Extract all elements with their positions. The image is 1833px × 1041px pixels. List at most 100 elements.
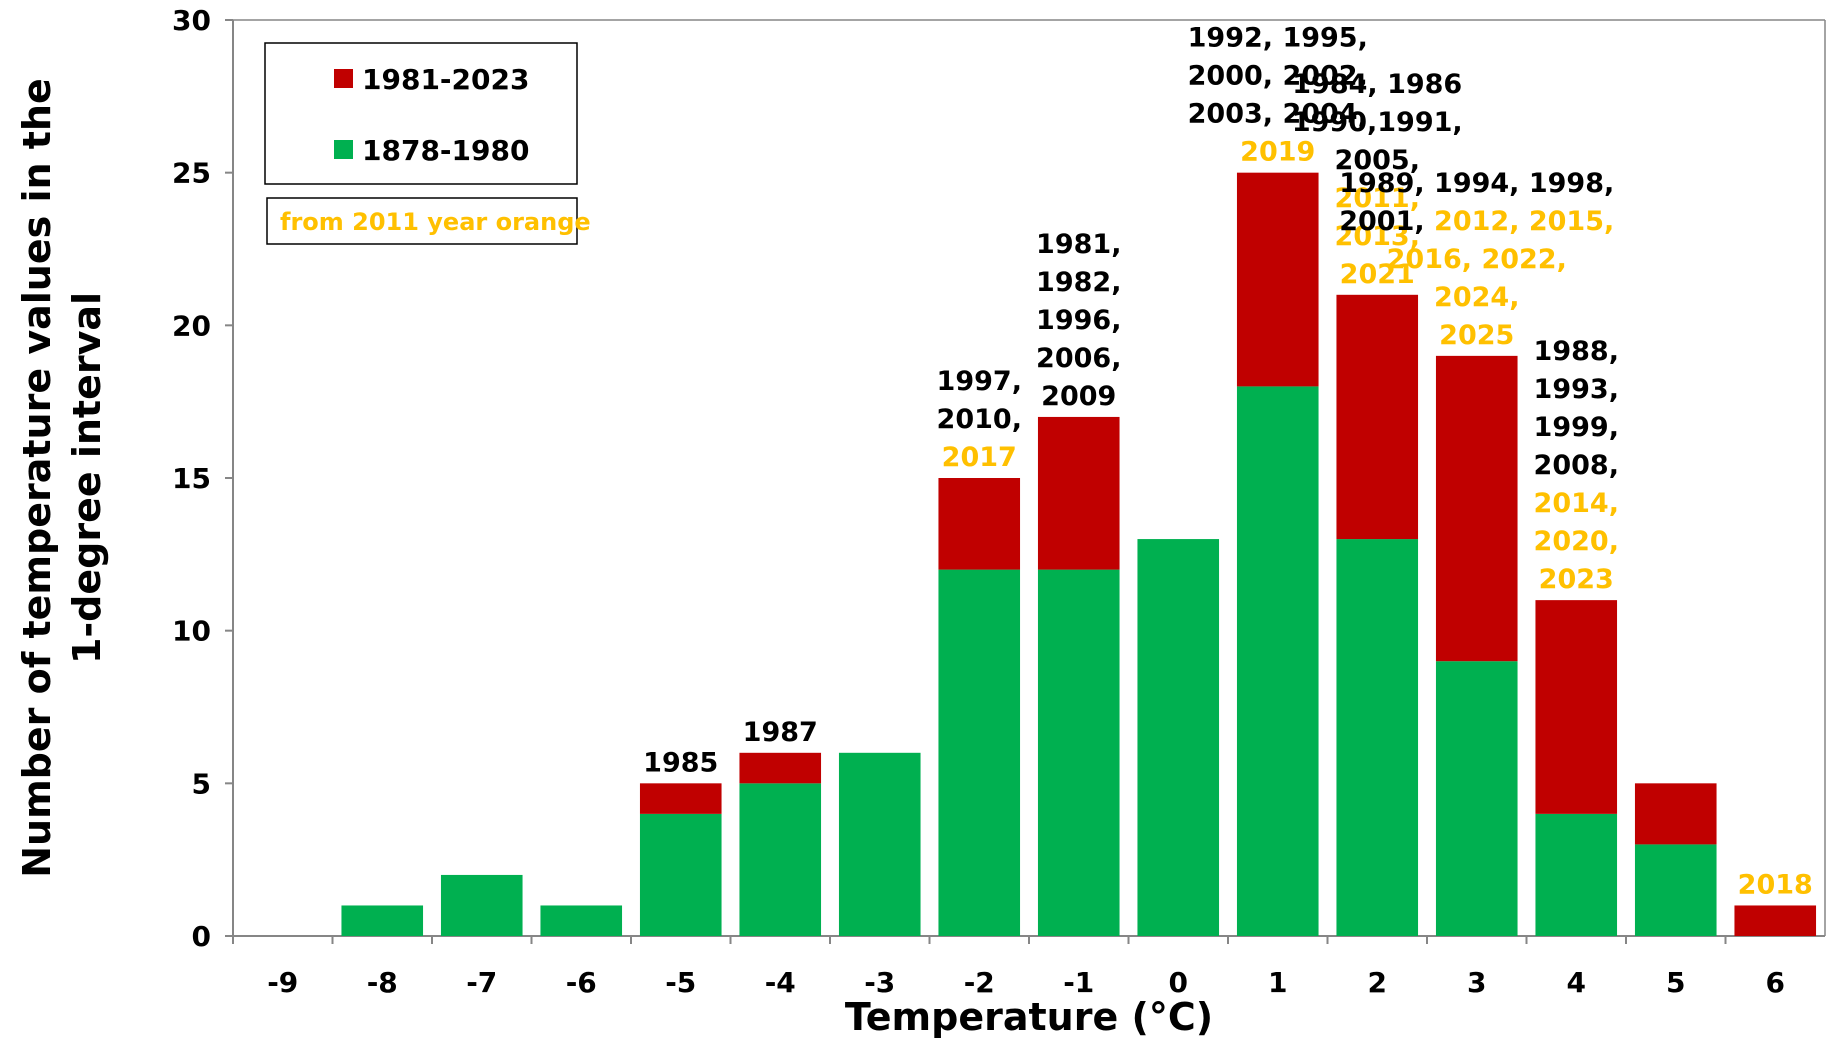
bar-recent-6: [1734, 905, 1817, 936]
x-tick-label: -7: [466, 966, 497, 999]
bar-older--4: [739, 783, 822, 936]
bar-recent--5: [639, 783, 722, 814]
y-axis-title: Number of temperature values in the 1-de…: [15, 78, 109, 878]
annotation-line: 2003, 2004,: [1188, 99, 1368, 130]
y-tick-label: 5: [192, 767, 211, 800]
x-tick-label: -5: [665, 966, 696, 999]
x-tick-label: 3: [1467, 966, 1486, 999]
bar-older--5: [639, 813, 722, 936]
bar-older-2: [1336, 539, 1419, 936]
highlight-note-text: from 2011 year orange: [280, 208, 591, 236]
annotation-2: 1984, 1986 1990,1991, 2005, 2011, 2013, 2021: [1292, 69, 1463, 290]
y-axis-title-line-1: Number of temperature values in the: [15, 78, 59, 878]
bar-older-1: [1236, 386, 1319, 936]
annotation--1: 1981, 1982, 1996, 2006, 2009: [1036, 229, 1121, 412]
y-tick-label: 0: [192, 920, 211, 953]
annotation--2: 1997, 2010, 2017: [937, 366, 1022, 473]
annotation-line: 1984, 1986: [1292, 69, 1462, 100]
bar-older--8: [341, 905, 424, 936]
y-tick-label: 30: [172, 4, 211, 37]
annotation-4: 1988, 1993, 1999, 2008, 2014, 2020, 2023: [1534, 336, 1619, 595]
y-tick-label: 25: [172, 157, 211, 190]
legend-swatch-older: [334, 140, 353, 159]
bar-older-5: [1634, 844, 1717, 936]
x-tick-label: 4: [1567, 966, 1586, 999]
bar-older--1: [1037, 569, 1120, 936]
annotation--4: 1987: [743, 717, 818, 748]
bars-group: [341, 172, 1817, 936]
annotation-line: 1989, 1994, 1998,: [1339, 168, 1614, 199]
y-tick-labels: 0 5 10 15 20 25 30: [172, 4, 233, 953]
bar-recent-3: [1435, 355, 1518, 662]
annotation-line: 1981,: [1036, 229, 1121, 260]
bar-recent-4: [1535, 600, 1618, 814]
annotation-line: 2012, 2015,: [1434, 206, 1614, 237]
bar-recent-5: [1634, 783, 1717, 845]
annotation-line: 2021: [1340, 259, 1415, 290]
x-tick-label: -2: [964, 966, 995, 999]
annotation-line: 2023: [1539, 564, 1614, 595]
year-annotations: 1985 1987 1997, 2010, 2017 1981, 1982, 1996, 200…: [643, 23, 1813, 901]
x-tick-label: -1: [1063, 966, 1094, 999]
bar-recent-2: [1336, 294, 1419, 540]
legend-box: [264, 42, 578, 185]
bar-older-3: [1435, 661, 1518, 936]
x-tick-label: -9: [267, 966, 298, 999]
y-tick-label: 10: [172, 615, 211, 648]
bar-recent--4: [739, 752, 822, 784]
legend: 1981-2023 1878-1980: [264, 42, 578, 185]
legend-swatch-recent: [334, 69, 353, 88]
highlight-note-box: [266, 197, 578, 245]
annotation-3: 1989, 1994, 1998, 2001, 2012, 2015, 2016, …: [1339, 168, 1614, 351]
x-tick-label: -6: [566, 966, 597, 999]
bar-recent-1: [1236, 172, 1319, 387]
bar-recent--1: [1037, 416, 1120, 570]
highlight-note: from 2011 year orange: [266, 197, 591, 245]
x-tick-label: 5: [1666, 966, 1685, 999]
legend-label-recent: 1981-2023: [362, 63, 529, 96]
bar-older--3: [838, 752, 921, 936]
annotation-6: 2018: [1738, 869, 1813, 900]
x-tick-label: 2: [1368, 966, 1387, 999]
annotation-line: 2005,: [1335, 145, 1420, 176]
annotation--5: 1985: [643, 747, 718, 778]
annotation-line: 2024,: [1434, 282, 1519, 313]
annotation-line: 1987: [743, 717, 818, 748]
bar-older-4: [1535, 813, 1618, 936]
annotation-line: 2020,: [1534, 526, 1619, 557]
annotation-line: 2011,: [1335, 183, 1420, 214]
annotation-line: 2010,: [937, 404, 1022, 435]
annotation-line: 2001,: [1339, 206, 1434, 237]
annotation-line: 1988,: [1534, 336, 1619, 367]
annotation-line: 1985: [643, 747, 718, 778]
annotation-line: 2000, 2002,: [1188, 61, 1368, 92]
annotation-line: 2019: [1240, 137, 1315, 168]
y-tick-label: 15: [172, 462, 211, 495]
legend-label-older: 1878-1980: [362, 134, 529, 167]
annotation-line: 2006,: [1036, 343, 1121, 374]
annotation-line: 1993,: [1534, 374, 1619, 405]
x-tick-labels: -9 -8 -7 -6 -5 -4 -3 -2 -1 0 1 2 3 4 5 6: [232, 936, 1785, 999]
annotation-line: 2016, 2022,: [1387, 244, 1567, 275]
annotation-line: 2008,: [1534, 450, 1619, 481]
x-tick-label: 1: [1268, 966, 1287, 999]
annotation-line: 2017: [942, 442, 1017, 473]
annotation-line: 2009: [1041, 381, 1116, 412]
y-tick-label: 20: [172, 309, 211, 342]
y-axis-title-line-2: 1-degree interval: [65, 292, 109, 664]
annotation-1: 1992, 1995, 2000, 2002, 2003, 2004, 2019: [1188, 23, 1368, 168]
annotation-line: 1999,: [1534, 412, 1619, 443]
annotation-line: 1996,: [1036, 305, 1121, 336]
annotation-line: 1992, 1995,: [1188, 23, 1368, 54]
annotation-line: 2014,: [1534, 488, 1619, 519]
x-tick-label: 0: [1169, 966, 1188, 999]
annotation-line: 1997,: [937, 366, 1022, 397]
annotation-line: 2025: [1439, 320, 1514, 351]
bar-older--2: [938, 569, 1021, 936]
x-tick-label: -4: [765, 966, 796, 999]
bar-older-0: [1137, 539, 1220, 936]
bar-recent--2: [938, 478, 1021, 570]
bar-older--6: [540, 905, 623, 936]
bar-older--7: [440, 874, 523, 936]
